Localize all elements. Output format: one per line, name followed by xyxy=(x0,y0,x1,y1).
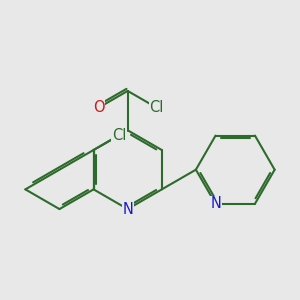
Text: O: O xyxy=(93,100,104,115)
Text: Cl: Cl xyxy=(149,100,164,115)
Text: N: N xyxy=(122,202,133,217)
Text: Cl: Cl xyxy=(112,128,126,143)
Text: N: N xyxy=(210,196,221,211)
